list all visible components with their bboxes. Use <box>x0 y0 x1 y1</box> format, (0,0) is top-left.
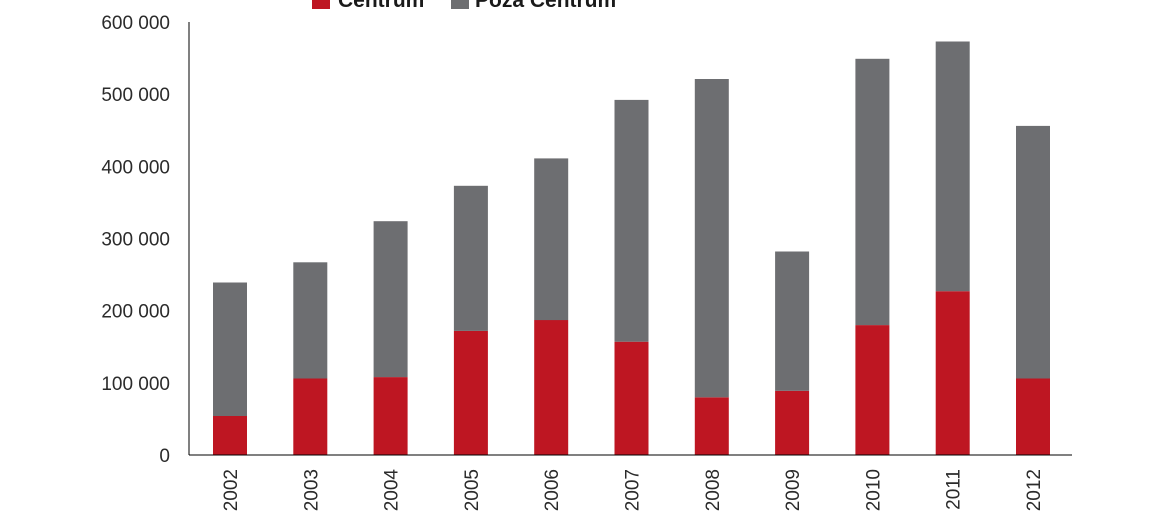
bar-centrum <box>614 341 649 455</box>
bar-poza-centrum <box>453 185 488 331</box>
x-tick-label: 2004 <box>382 469 403 512</box>
legend: Centrum Poza Centrum <box>312 0 616 12</box>
bar-centrum <box>855 325 890 455</box>
y-tick-label: 0 <box>159 446 170 467</box>
bar-centrum <box>453 330 488 455</box>
bars <box>213 41 1050 455</box>
y-tick-label: 200 000 <box>101 302 170 323</box>
bar-poza-centrum <box>694 79 729 398</box>
bar-centrum <box>775 390 810 455</box>
y-tick-label: 100 000 <box>101 374 170 395</box>
x-tick-label: 2010 <box>863 469 884 511</box>
legend-swatch-centrum <box>312 0 330 9</box>
x-tick-label: 2009 <box>783 469 804 511</box>
bar-centrum <box>1016 378 1050 455</box>
bar-poza-centrum <box>935 41 970 292</box>
bar-poza-centrum <box>775 251 810 391</box>
legend-label-centrum: Centrum <box>338 0 424 12</box>
legend-label-poza-centrum: Poza Centrum <box>475 0 616 12</box>
bar-centrum <box>293 378 328 455</box>
x-tick-label: 2008 <box>703 469 724 511</box>
x-tick-label: 2012 <box>1024 469 1045 511</box>
bar-centrum <box>373 377 408 455</box>
legend-swatch-poza-centrum <box>451 0 469 9</box>
y-tick-label: 300 000 <box>101 230 170 251</box>
x-tick-label: 2005 <box>462 469 483 511</box>
bar-centrum <box>694 397 729 455</box>
bar-poza-centrum <box>373 221 408 378</box>
y-axis: 0 100 000 200 000 300 000 400 000 500 000 600 … <box>101 13 190 467</box>
bar-centrum <box>213 416 247 455</box>
x-tick-label: 2007 <box>623 469 644 511</box>
bar-poza-centrum <box>534 158 569 321</box>
x-tick-label: 2003 <box>301 469 322 511</box>
bar-poza-centrum <box>213 282 247 416</box>
bar-poza-centrum <box>855 58 890 326</box>
bar-centrum <box>534 320 569 455</box>
bar-poza-centrum <box>614 99 649 342</box>
bar-centrum <box>935 291 970 455</box>
y-tick-label: 400 000 <box>101 157 170 178</box>
bar-poza-centrum <box>1016 125 1050 379</box>
x-tick-label: 2002 <box>221 469 242 511</box>
y-tick-label: 500 000 <box>101 85 170 106</box>
y-tick-label: 600 000 <box>101 13 170 34</box>
x-axis: 2002 2003 2004 2005 2006 2007 2008 2009 2010 2011… <box>189 454 1072 512</box>
x-tick-label: 2011 <box>944 469 965 510</box>
x-tick-label: 2006 <box>542 469 563 511</box>
bar-poza-centrum <box>293 262 328 379</box>
